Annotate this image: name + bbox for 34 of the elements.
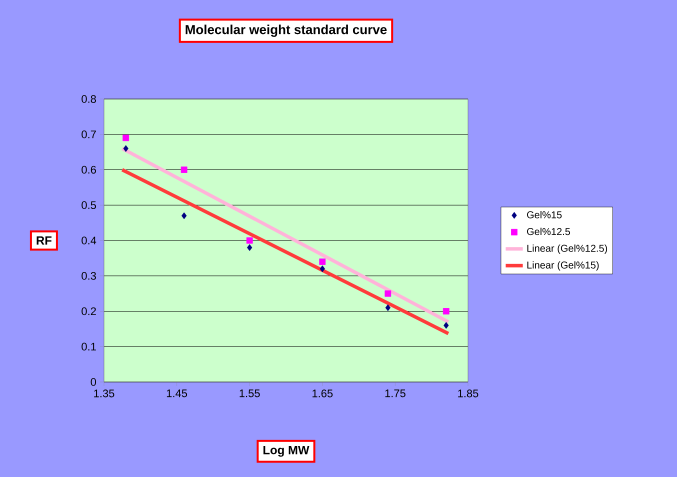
y-axis-title: RF xyxy=(36,236,52,245)
point xyxy=(319,258,326,265)
point xyxy=(384,290,392,297)
x-tick-label: 1.75 xyxy=(385,390,406,398)
point xyxy=(246,237,253,244)
legend-label: Gel%12.5 xyxy=(527,228,570,236)
x-tick-label: 1.35 xyxy=(94,390,114,398)
legend-label: Linear (Gel%15) xyxy=(527,261,599,271)
y-tick-label: 0.1 xyxy=(82,342,96,351)
chart-title: Molecular weight standard curve xyxy=(186,24,387,37)
y-tick-label: 0.5 xyxy=(82,201,96,210)
x-axis-title: Log MW xyxy=(263,446,310,457)
x-tick-label: 1.85 xyxy=(458,390,478,398)
legend-label: Gel%15 xyxy=(527,211,562,218)
y-tick-label: 0.2 xyxy=(82,307,96,316)
x-tick-label: 1.45 xyxy=(166,390,188,398)
x-tick-label: 1.65 xyxy=(312,390,333,398)
y-tick-label: 0.7 xyxy=(82,130,96,138)
point xyxy=(122,134,130,142)
point xyxy=(385,304,391,312)
y-tick-label: 0.6 xyxy=(82,166,96,174)
x-tick-label: 1.55 xyxy=(240,390,260,398)
y-tick-label: 0.4 xyxy=(82,236,96,244)
point xyxy=(181,212,187,220)
y-tick-label: 0.8 xyxy=(82,95,96,103)
point xyxy=(123,145,128,152)
point xyxy=(442,308,450,314)
legend-label: Linear (Gel%12.5) xyxy=(527,244,608,254)
point xyxy=(247,244,252,251)
y-tick-label: 0.3 xyxy=(82,272,96,280)
y-tick-label: 0 xyxy=(90,378,96,386)
point xyxy=(320,265,326,272)
point xyxy=(444,322,449,329)
point xyxy=(180,166,188,173)
